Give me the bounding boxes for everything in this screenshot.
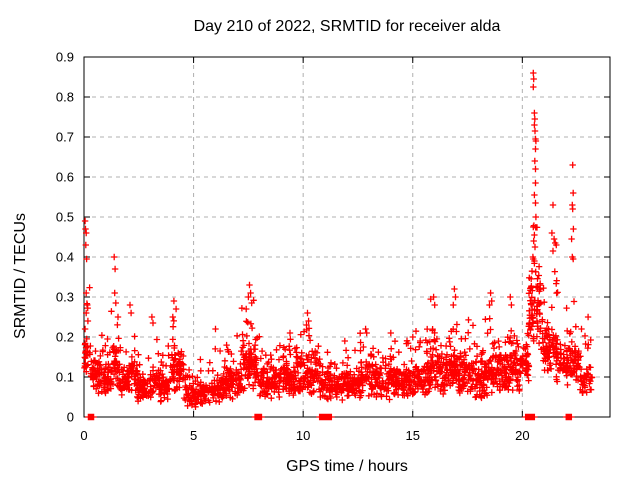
y-tick-label: 0.7 <box>56 130 74 145</box>
srmtid-data-points <box>81 69 596 421</box>
y-tick-label: 0.3 <box>56 290 74 305</box>
x-tick-label: 5 <box>190 428 197 443</box>
x-tick-label: 20 <box>515 428 529 443</box>
y-tick-label: 0.9 <box>56 50 74 65</box>
y-tick-label: 0.2 <box>56 330 74 345</box>
x-axis-label: GPS time / hours <box>286 458 408 475</box>
chart-title: Day 210 of 2022, SRMTID for receiver ald… <box>194 18 501 35</box>
y-tick-label: 0.6 <box>56 170 74 185</box>
y-tick-label: 0.8 <box>56 90 74 105</box>
tick-labels: 0 5 10 15 20 0 0.1 0.2 0.3 0.4 0.5 0.6 0.7 0.8 0.9 <box>56 50 530 444</box>
y-axis-label: SRMTID / TECUs <box>12 213 29 339</box>
y-tick-label: 0.4 <box>56 250 74 265</box>
scatter-points <box>81 69 596 421</box>
x-tick-label: 10 <box>296 428 310 443</box>
y-tick-label: 0 <box>67 410 74 425</box>
y-tick-label: 0.1 <box>56 370 74 385</box>
plot-border-and-ticks <box>83 56 611 418</box>
x-tick-label: 0 <box>80 428 87 443</box>
y-tick-label: 0.5 <box>56 210 74 225</box>
x-tick-label: 15 <box>406 428 420 443</box>
